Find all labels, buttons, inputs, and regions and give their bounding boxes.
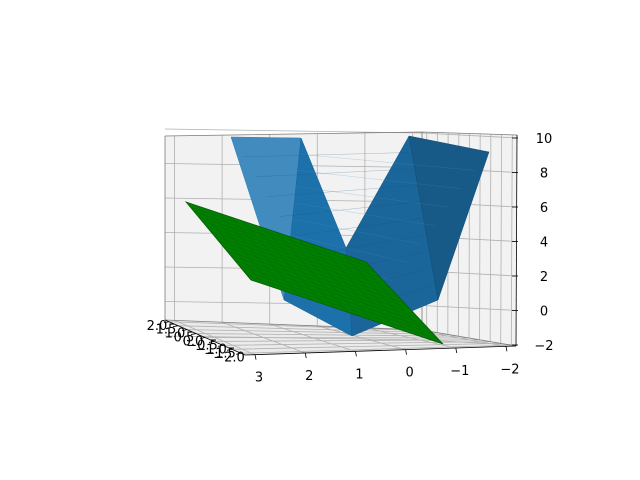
pane-edge-top — [164, 131, 518, 137]
x-tick-mark — [405, 349, 407, 355]
plane-mesh-line — [230, 255, 419, 319]
x-tick-label: 0 — [405, 366, 413, 381]
y-tick-mark — [235, 352, 242, 355]
plane-mesh-line — [218, 240, 405, 304]
x-tick-mark — [355, 351, 357, 357]
plane-mesh-line — [309, 243, 384, 325]
y-tick-label: −0.5 — [186, 338, 218, 353]
y-tick-mark — [217, 344, 224, 347]
surface-mesh-line — [279, 201, 421, 217]
x-tick-label: −1 — [450, 364, 469, 379]
z-tick-label: −2 — [534, 339, 553, 354]
z-tick-label: 8 — [540, 167, 548, 182]
x-tick-mark — [254, 354, 257, 360]
surface-mesh-line — [297, 170, 462, 189]
surface-mesh-line — [255, 168, 415, 177]
plane-mesh-line — [320, 246, 396, 329]
z-grid-line — [164, 335, 518, 346]
y-tick-mark — [190, 333, 197, 335]
plane-mesh-line — [242, 270, 434, 334]
z-tick-label: 0 — [540, 305, 548, 320]
z-ticks: −2 0 2 4 6 8 10 — [512, 132, 554, 354]
y-tick-mark — [172, 325, 179, 328]
surface-mesh-line — [299, 154, 476, 171]
plane-mesh-line — [234, 260, 424, 324]
y-ticks: 2.01.51.00.50.0−0.5−1.0−1.5−2.0 — [147, 319, 245, 366]
plane-mesh-line — [226, 250, 415, 314]
y-tick-label: 2.0 — [147, 319, 168, 334]
plane-mesh-line — [298, 239, 372, 321]
x-axis-line — [244, 345, 517, 356]
y-tick-label: 1.0 — [165, 327, 186, 342]
y-tick-label: 0.5 — [174, 331, 195, 346]
surfaces — [184, 135, 490, 345]
plane-mesh-line — [222, 245, 410, 309]
plane-mesh-line — [287, 235, 360, 317]
plane-surface — [184, 201, 444, 345]
y-tick-mark — [181, 329, 188, 332]
plane-mesh-line — [332, 250, 408, 333]
x-tick-mark — [455, 347, 458, 354]
z-tick-label: 4 — [540, 236, 548, 251]
surface-mesh-line — [294, 202, 435, 226]
y-tick-mark — [226, 348, 233, 351]
y-tick-mark — [208, 341, 215, 343]
x-tick-mark — [505, 346, 508, 352]
z-tick-label: 2 — [540, 270, 548, 285]
x-tick-mark — [304, 352, 307, 359]
surface-mesh-line — [267, 185, 418, 197]
surface-mesh-line — [292, 218, 421, 245]
x-tick-label: 3 — [255, 371, 263, 386]
y-tick-label: −2.0 — [213, 350, 245, 365]
y-tick-label: 0.0 — [183, 335, 204, 350]
y-tick-label: 1.5 — [156, 323, 177, 338]
plane-mesh-line — [343, 254, 420, 337]
y-tick-label: −1.5 — [204, 346, 236, 361]
z-tick-label: 6 — [540, 201, 548, 216]
plane-mesh-line — [238, 265, 429, 329]
surface-mesh-line — [291, 217, 424, 237]
y-tick-mark — [163, 321, 170, 324]
x-tick-label: 2 — [305, 369, 313, 384]
x-tick-label: −2 — [500, 362, 519, 377]
y-tick-label: −1.0 — [195, 342, 227, 357]
surface-mesh-line — [295, 186, 448, 208]
surface-mesh-line — [290, 235, 407, 263]
x-tick-label: 1 — [355, 367, 363, 382]
z-tick-label: 10 — [536, 132, 553, 147]
plane-mesh-line — [246, 274, 439, 340]
x-ticks: 3 2 1 0 −1 −2 — [254, 346, 520, 386]
y-tick-mark — [199, 337, 206, 339]
surface-mesh-line — [243, 152, 412, 158]
plane-mesh-line — [354, 258, 432, 341]
